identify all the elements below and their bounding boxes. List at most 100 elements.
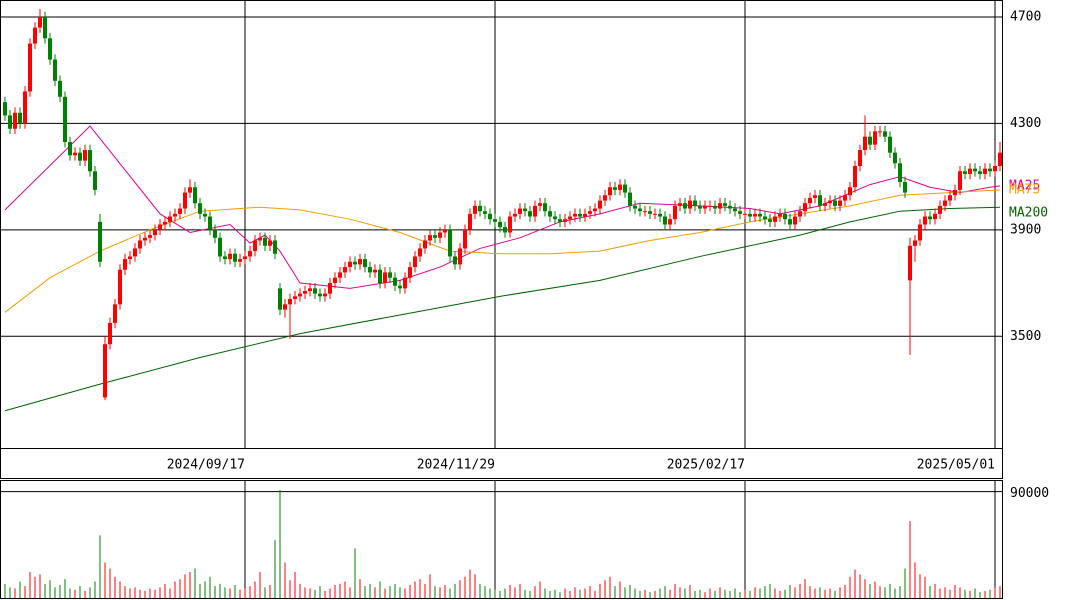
- candle-body: [508, 216, 512, 233]
- candle-body: [268, 240, 272, 246]
- candle-body: [938, 205, 942, 214]
- candle-body: [763, 216, 767, 220]
- candle-body: [68, 142, 72, 156]
- candle-body: [568, 216, 572, 220]
- candle-body: [528, 211, 532, 217]
- candle-body: [293, 296, 297, 299]
- candle-body: [203, 213, 207, 217]
- candle-body: [818, 195, 822, 206]
- candle-body: [983, 168, 987, 174]
- candle-body: [388, 272, 392, 278]
- candle-body: [878, 131, 882, 133]
- candle-body: [533, 205, 537, 217]
- candle-body: [548, 211, 552, 217]
- x-tick-label: 2024/09/17: [167, 458, 245, 473]
- candle-body: [503, 227, 507, 233]
- candle-body: [218, 237, 222, 257]
- candle-body: [603, 195, 607, 201]
- candle-body: [688, 200, 692, 209]
- candle-body: [78, 152, 82, 161]
- candle-body: [918, 224, 922, 241]
- y-tick-label: 4300: [1010, 116, 1041, 131]
- candle-body: [623, 184, 627, 193]
- candle-body: [453, 256, 457, 265]
- candle-body: [943, 200, 947, 206]
- candle-body: [558, 219, 562, 222]
- candle-body: [398, 285, 402, 289]
- candle-body: [733, 208, 737, 212]
- candle-body: [498, 221, 502, 228]
- candle-body: [233, 253, 237, 262]
- candle-body: [378, 269, 382, 284]
- candle-body: [963, 171, 967, 174]
- candle-body: [493, 219, 497, 222]
- candle-body: [848, 187, 852, 196]
- y-tick-label: 3500: [1010, 329, 1041, 344]
- candle-body: [773, 216, 777, 222]
- candle-body: [8, 115, 12, 129]
- candle-body: [553, 216, 557, 220]
- candle-body: [868, 136, 872, 145]
- candle-body: [698, 205, 702, 209]
- candle-body: [188, 187, 192, 193]
- candle-body: [318, 293, 322, 297]
- date-axis-strip: [0, 448, 1003, 479]
- candle-body: [798, 211, 802, 217]
- candle-body: [328, 283, 332, 294]
- candle-body: [93, 171, 97, 190]
- candle-body: [333, 277, 337, 284]
- candle-body: [43, 16, 47, 39]
- candle-body: [338, 272, 342, 278]
- candle-body: [833, 200, 837, 206]
- x-tick-label: 2025/02/17: [667, 458, 745, 473]
- candle-body: [858, 150, 862, 166]
- volume-panel: [0, 480, 1003, 599]
- candle-body: [678, 203, 682, 206]
- candle-body: [368, 267, 372, 273]
- candle-body: [283, 304, 287, 310]
- candle-body: [673, 205, 677, 220]
- candle-body: [158, 224, 162, 230]
- candle-body: [633, 205, 637, 209]
- candle-body: [263, 237, 267, 246]
- candle-body: [978, 171, 982, 174]
- candle-body: [618, 184, 622, 190]
- candle-body: [753, 213, 757, 217]
- moving-average-line: [4, 125, 1001, 289]
- candle-body: [988, 168, 992, 172]
- y-tick-label: 90000: [1010, 486, 1049, 501]
- moving-average-line: [4, 206, 1001, 412]
- candle-body: [373, 269, 377, 273]
- candle-body: [823, 203, 827, 206]
- candle-body: [113, 304, 117, 323]
- candle-body: [383, 272, 387, 284]
- candle-body: [173, 213, 177, 217]
- candle-body: [28, 43, 32, 92]
- candle-body: [578, 213, 582, 217]
- candle-body: [828, 200, 832, 204]
- candle-body: [23, 91, 27, 124]
- candle-body: [108, 322, 112, 345]
- candle-body: [663, 216, 667, 225]
- candle-body: [438, 232, 442, 238]
- candle-body: [3, 102, 7, 116]
- legend-label: MA200: [1009, 206, 1048, 221]
- candle-body: [183, 192, 187, 209]
- candle-body: [513, 213, 517, 217]
- candle-body: [778, 213, 782, 217]
- candle-body: [928, 216, 932, 220]
- candle-body: [793, 216, 797, 225]
- candle-body: [728, 205, 732, 209]
- candle-body: [873, 131, 877, 145]
- candle-body: [488, 213, 492, 220]
- x-tick-label: 2024/11/29: [417, 458, 495, 473]
- x-tick-label: 2025/05/01: [917, 458, 995, 473]
- candle-body: [213, 229, 217, 238]
- candle-body: [903, 181, 907, 193]
- candle-body: [898, 163, 902, 182]
- candle-body: [138, 240, 142, 249]
- candle-body: [63, 96, 67, 143]
- candle-body: [228, 253, 232, 260]
- candle-body: [98, 221, 102, 262]
